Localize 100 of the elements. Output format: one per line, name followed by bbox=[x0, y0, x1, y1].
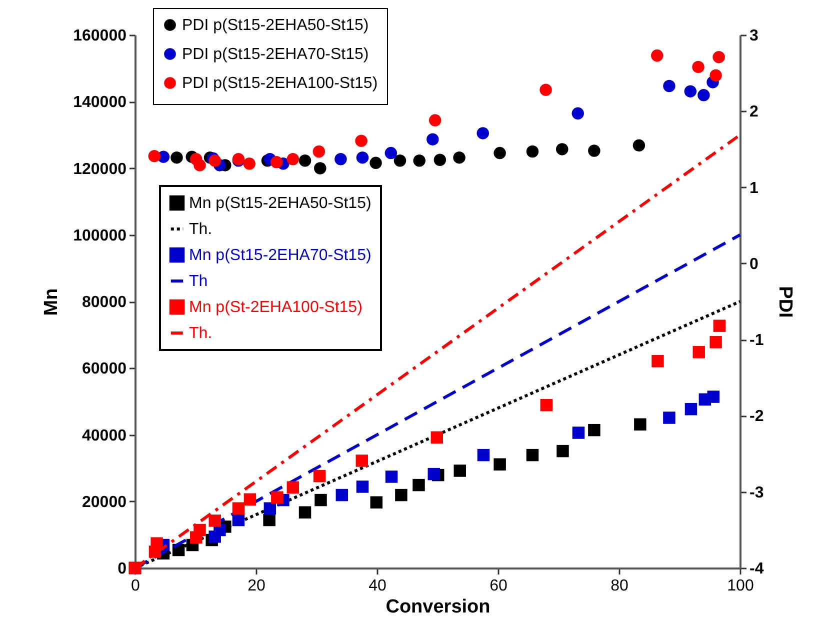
point bbox=[428, 114, 442, 126]
point bbox=[684, 402, 698, 416]
legend-label: Mn p(St15-2EHA70-St15) bbox=[189, 247, 372, 264]
y-axis-title: Mn bbox=[41, 288, 62, 316]
point bbox=[707, 390, 720, 403]
legend-label: Th. bbox=[189, 221, 212, 238]
point bbox=[264, 502, 276, 514]
point bbox=[194, 159, 206, 172]
y-tick-label: 120000 bbox=[73, 160, 127, 178]
point bbox=[298, 506, 312, 518]
point bbox=[430, 431, 444, 444]
x-tick-label: 100 bbox=[727, 578, 754, 594]
point bbox=[556, 143, 568, 156]
point bbox=[370, 496, 383, 508]
point bbox=[395, 488, 408, 502]
point bbox=[263, 514, 276, 526]
y2-tick-label: -2 bbox=[750, 408, 764, 426]
point bbox=[314, 494, 327, 506]
point bbox=[526, 448, 539, 462]
y2-tick-label: -1 bbox=[750, 332, 764, 350]
y2-tick-label: -4 bbox=[750, 560, 764, 578]
point bbox=[713, 320, 726, 332]
point bbox=[385, 470, 398, 483]
point bbox=[540, 398, 553, 412]
point bbox=[650, 49, 664, 62]
y-tick-label: 20000 bbox=[82, 494, 127, 511]
x-tick-label: 80 bbox=[610, 578, 628, 594]
y-tick-label: 40000 bbox=[82, 427, 127, 444]
point bbox=[394, 154, 406, 167]
point bbox=[428, 468, 440, 480]
point bbox=[412, 478, 425, 492]
point bbox=[698, 89, 710, 102]
legend-label: Mn p(St15-2EHA50-St15) bbox=[189, 195, 372, 212]
point bbox=[243, 158, 256, 170]
point bbox=[208, 514, 221, 527]
point bbox=[384, 146, 398, 160]
point bbox=[334, 153, 347, 166]
point bbox=[232, 514, 245, 526]
point bbox=[692, 60, 704, 74]
point bbox=[494, 458, 506, 471]
legend-label: Th. bbox=[189, 325, 212, 342]
y-tick-label: 0 bbox=[118, 560, 127, 578]
point bbox=[540, 84, 552, 96]
point bbox=[370, 156, 382, 170]
y-tick-label: 100000 bbox=[73, 227, 127, 244]
point bbox=[208, 154, 221, 167]
point bbox=[494, 146, 506, 160]
y-tick-label: 80000 bbox=[82, 294, 127, 311]
point bbox=[244, 493, 256, 506]
point bbox=[413, 154, 426, 167]
point bbox=[692, 346, 705, 358]
y2-tick-label: 3 bbox=[750, 28, 758, 44]
point bbox=[477, 448, 490, 462]
point bbox=[710, 336, 722, 348]
point bbox=[588, 144, 600, 157]
x-tick-label: 20 bbox=[248, 578, 266, 594]
point bbox=[526, 145, 539, 158]
point bbox=[356, 480, 369, 493]
y2-tick-label: 0 bbox=[750, 256, 758, 273]
point bbox=[572, 107, 584, 120]
y-tick-label: 60000 bbox=[82, 360, 127, 378]
point bbox=[684, 85, 697, 98]
y2-tick-label: -3 bbox=[750, 484, 764, 502]
legend-label: Th bbox=[189, 273, 208, 290]
legend-label: PDI p(St15-2EHA70-St15) bbox=[182, 46, 369, 63]
point bbox=[194, 524, 206, 536]
point bbox=[712, 50, 725, 64]
point bbox=[148, 150, 160, 162]
point bbox=[476, 127, 489, 140]
x-tick-label: 40 bbox=[368, 578, 386, 594]
point bbox=[270, 156, 283, 168]
point bbox=[453, 151, 466, 164]
point bbox=[170, 151, 183, 164]
point bbox=[663, 412, 676, 424]
point bbox=[312, 145, 326, 158]
point bbox=[572, 426, 585, 439]
x-tick-label: 60 bbox=[490, 578, 508, 594]
point bbox=[588, 424, 600, 436]
y2-tick-label: 2 bbox=[750, 104, 758, 121]
point bbox=[336, 488, 348, 502]
legend-label: Mn p(St-2EHA100-St15) bbox=[189, 299, 362, 316]
x-axis-title: Conversion bbox=[386, 596, 490, 618]
legend-label: PDI p(St15-2EHA100-St15) bbox=[182, 75, 378, 92]
point bbox=[652, 355, 664, 368]
point bbox=[710, 69, 722, 82]
point bbox=[286, 481, 300, 494]
point bbox=[454, 464, 466, 477]
point bbox=[314, 162, 326, 174]
y2-axis-title: PDI bbox=[774, 286, 796, 318]
x-tick-label: 0 bbox=[131, 578, 140, 594]
point bbox=[663, 80, 676, 92]
point bbox=[313, 470, 326, 482]
point bbox=[632, 139, 646, 152]
y-tick-label: 160000 bbox=[73, 28, 127, 44]
legend-label: PDI p(St15-2EHA50-St15) bbox=[182, 17, 369, 34]
y2-tick-label: 1 bbox=[750, 180, 758, 197]
point bbox=[355, 134, 368, 147]
point bbox=[232, 502, 245, 514]
point bbox=[356, 151, 369, 164]
point bbox=[298, 154, 312, 167]
